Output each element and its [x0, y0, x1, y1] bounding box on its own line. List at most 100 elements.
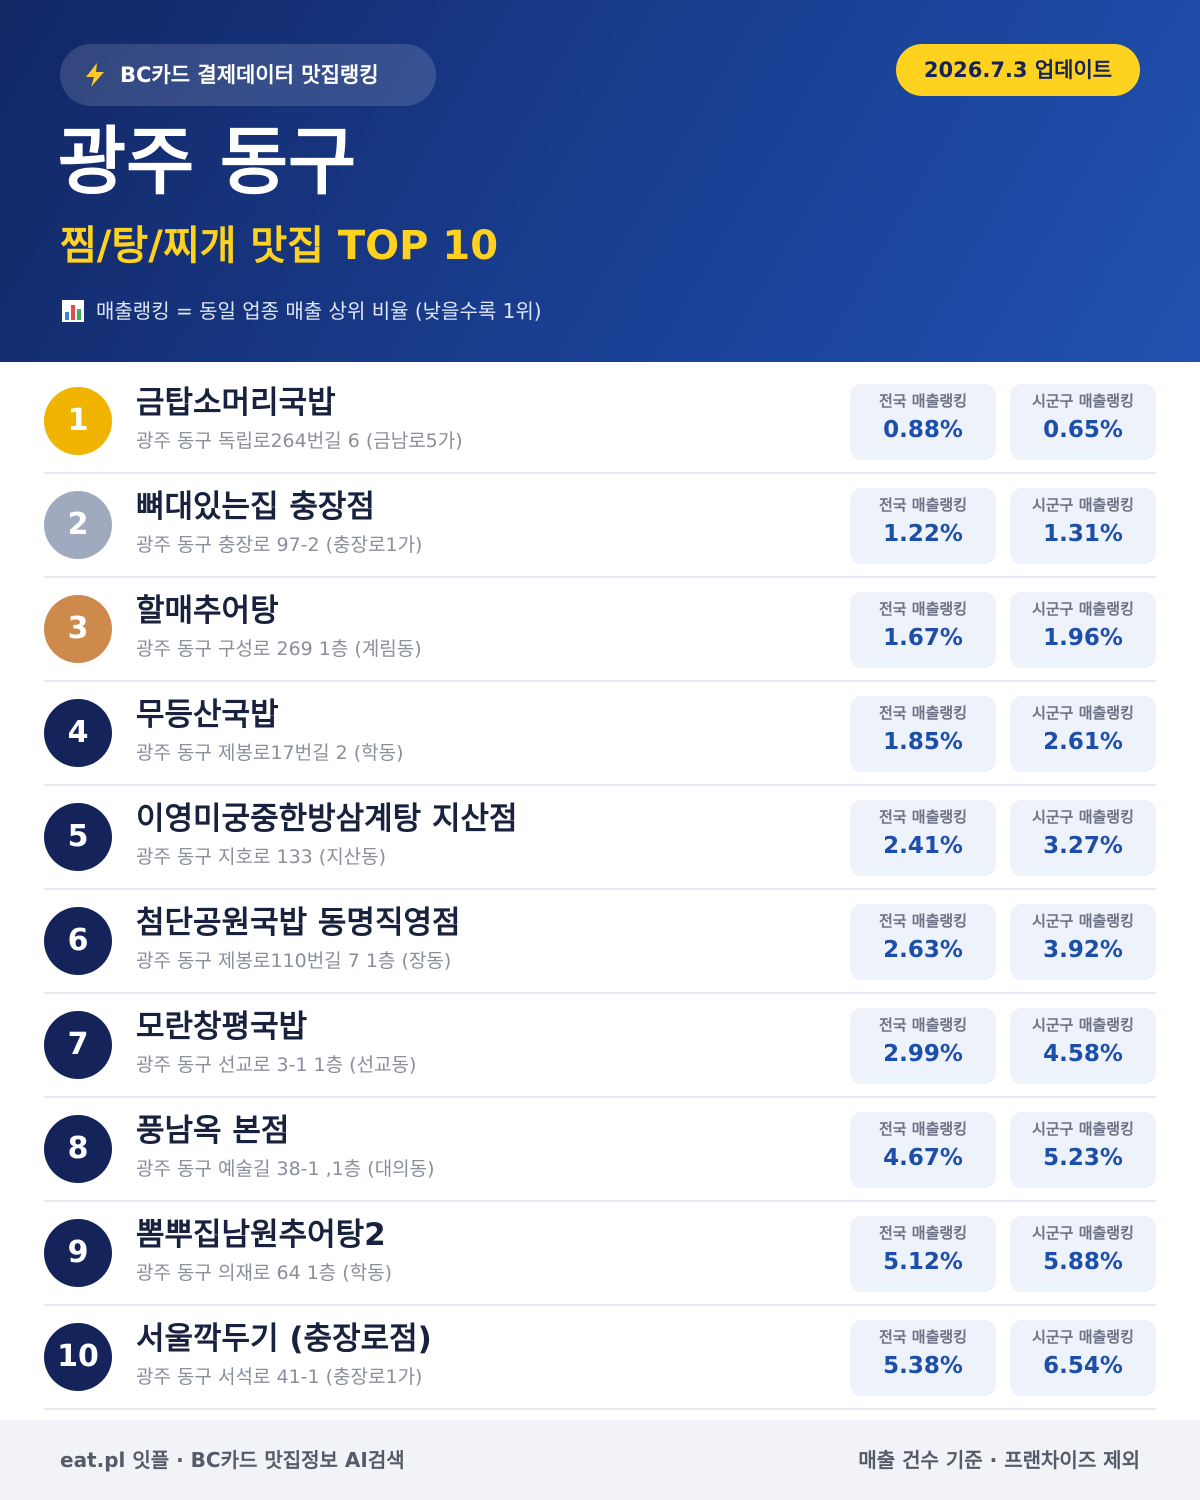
restaurant-address: 광주 동구 독립로264번길 6 (금남로5가)	[136, 430, 463, 452]
local-rank-box: 시군구 매출랭킹 2.61%	[1010, 696, 1156, 772]
rank-badge: 3	[44, 595, 112, 663]
rank-badge: 10	[44, 1323, 112, 1391]
national-rank-value: 1.22%	[883, 521, 963, 547]
local-rank-box: 시군구 매출랭킹 4.58%	[1010, 1008, 1156, 1084]
subtitle: 찜/탕/찌개 맛집 TOP 10	[60, 223, 499, 269]
restaurant-name: 무등산국밥	[136, 697, 279, 733]
national-rank-value: 4.67%	[883, 1145, 963, 1171]
national-rank-value: 5.12%	[883, 1249, 963, 1275]
local-rank-box: 시군구 매출랭킹 1.31%	[1010, 488, 1156, 564]
local-rank-label: 시군구 매출랭킹	[1032, 392, 1134, 410]
national-rank-label: 전국 매출랭킹	[878, 392, 968, 410]
source-badge: BC카드 결제데이터 맛집랭킹	[60, 44, 436, 106]
update-badge: 2026.7.3 업데이트	[896, 44, 1140, 96]
local-rank-box: 시군구 매출랭킹 6.54%	[1010, 1320, 1156, 1396]
restaurant-address: 광주 동구 제봉로110번길 7 1층 (장동)	[136, 950, 452, 972]
local-rank-label: 시군구 매출랭킹	[1032, 1224, 1134, 1242]
restaurant-name: 첨단공원국밥 동명직영점	[136, 905, 461, 941]
local-rank-label: 시군구 매출랭킹	[1032, 1016, 1134, 1034]
restaurant-name: 뼈대있는집 충장점	[136, 489, 375, 525]
note: 매출랭킹 = 동일 업종 매출 상위 비율 (낮을수록 1위)	[96, 299, 542, 323]
restaurant-name: 뽐뿌집남원추어탕2	[136, 1217, 386, 1253]
local-rank-box: 시군구 매출랭킹 0.65%	[1010, 384, 1156, 460]
restaurant-address: 광주 동구 의재로 64 1층 (학동)	[136, 1262, 393, 1284]
ranking-row: 9 뽐뿌집남원추어탕2 광주 동구 의재로 64 1층 (학동) 전국 매출랭킹 5.1…	[44, 1202, 1156, 1306]
restaurant-address: 광주 동구 예술길 38-1 ,1층 (대의동)	[136, 1158, 435, 1180]
national-rank-label: 전국 매출랭킹	[878, 1224, 968, 1242]
restaurant-name: 풍남옥 본점	[136, 1113, 290, 1149]
rank-badge: 5	[44, 803, 112, 871]
national-rank-box: 전국 매출랭킹 5.38%	[850, 1320, 996, 1396]
national-rank-box: 전국 매출랭킹 0.88%	[850, 384, 996, 460]
national-rank-value: 1.85%	[883, 729, 963, 755]
national-rank-label: 전국 매출랭킹	[878, 1328, 968, 1346]
national-rank-box: 전국 매출랭킹 1.22%	[850, 488, 996, 564]
rank-badge: 8	[44, 1115, 112, 1183]
restaurant-address: 광주 동구 구성로 269 1층 (계림동)	[136, 638, 422, 660]
national-rank-value: 2.99%	[883, 1041, 963, 1067]
ranking-row: 1 금탑소머리국밥 광주 동구 독립로264번길 6 (금남로5가) 전국 매출랭킹 0…	[44, 370, 1156, 474]
local-rank-value: 0.65%	[1043, 417, 1123, 443]
national-rank-label: 전국 매출랭킹	[878, 704, 968, 722]
local-rank-box: 시군구 매출랭킹 3.92%	[1010, 904, 1156, 980]
rank-badge: 6	[44, 907, 112, 975]
local-rank-value: 6.54%	[1043, 1353, 1123, 1379]
title: 광주 동구	[58, 119, 357, 205]
restaurant-address: 광주 동구 지호로 133 (지산동)	[136, 846, 387, 868]
local-rank-box: 시군구 매출랭킹 5.23%	[1010, 1112, 1156, 1188]
rank-badge: 2	[44, 491, 112, 559]
local-rank-box: 시군구 매출랭킹 5.88%	[1010, 1216, 1156, 1292]
restaurant-address: 광주 동구 충장로 97-2 (충장로1가)	[136, 534, 423, 556]
local-rank-label: 시군구 매출랭킹	[1032, 704, 1134, 722]
national-rank-value: 2.63%	[883, 937, 963, 963]
local-rank-value: 5.23%	[1043, 1145, 1123, 1171]
rank-badge: 4	[44, 699, 112, 767]
restaurant-address: 광주 동구 서석로 41-1 (충장로1가)	[136, 1366, 423, 1388]
restaurant-address: 광주 동구 선교로 3-1 1층 (선교동)	[136, 1054, 417, 1076]
footer-left: eat.pl 잇플 · BC카드 맛집정보 AI검색	[60, 1448, 405, 1472]
local-rank-value: 1.96%	[1043, 625, 1123, 651]
rank-badge: 1	[44, 387, 112, 455]
restaurant-name: 할매추어탕	[136, 593, 279, 629]
national-rank-box: 전국 매출랭킹 2.99%	[850, 1008, 996, 1084]
footer-right: 매출 건수 기준 · 프랜차이즈 제외	[858, 1448, 1140, 1472]
local-rank-value: 4.58%	[1043, 1041, 1123, 1067]
national-rank-value: 2.41%	[883, 833, 963, 859]
national-rank-label: 전국 매출랭킹	[878, 496, 968, 514]
bolt-icon	[86, 63, 104, 87]
local-rank-value: 2.61%	[1043, 729, 1123, 755]
restaurant-name: 모란창평국밥	[136, 1009, 308, 1045]
national-rank-value: 5.38%	[883, 1353, 963, 1379]
national-rank-box: 전국 매출랭킹 2.63%	[850, 904, 996, 980]
local-rank-value: 3.92%	[1043, 937, 1123, 963]
restaurant-name: 이영미궁중한방삼계탕 지산점	[136, 801, 518, 837]
national-rank-value: 0.88%	[883, 417, 963, 443]
national-rank-box: 전국 매출랭킹 2.41%	[850, 800, 996, 876]
national-rank-box: 전국 매출랭킹 1.85%	[850, 696, 996, 772]
national-rank-value: 1.67%	[883, 625, 963, 651]
local-rank-label: 시군구 매출랭킹	[1032, 1328, 1134, 1346]
national-rank-label: 전국 매출랭킹	[878, 912, 968, 930]
header: BC카드 결제데이터 맛집랭킹 2026.7.3 업데이트 광주 동구 찜/탕/…	[0, 0, 1200, 362]
local-rank-box: 시군구 매출랭킹 1.96%	[1010, 592, 1156, 668]
national-rank-box: 전국 매출랭킹 4.67%	[850, 1112, 996, 1188]
restaurant-address: 광주 동구 제봉로17번길 2 (학동)	[136, 742, 404, 764]
local-rank-value: 5.88%	[1043, 1249, 1123, 1275]
chart-icon	[62, 300, 84, 322]
local-rank-label: 시군구 매출랭킹	[1032, 496, 1134, 514]
national-rank-label: 전국 매출랭킹	[878, 600, 968, 618]
ranking-row: 10 서울깍두기 (충장로점) 광주 동구 서석로 41-1 (충장로1가) 전국 매…	[44, 1306, 1156, 1410]
ranking-row: 7 모란창평국밥 광주 동구 선교로 3-1 1층 (선교동) 전국 매출랭킹 2.99…	[44, 994, 1156, 1098]
local-rank-box: 시군구 매출랭킹 3.27%	[1010, 800, 1156, 876]
national-rank-box: 전국 매출랭킹 1.67%	[850, 592, 996, 668]
national-rank-label: 전국 매출랭킹	[878, 1120, 968, 1138]
local-rank-value: 3.27%	[1043, 833, 1123, 859]
national-rank-label: 전국 매출랭킹	[878, 1016, 968, 1034]
national-rank-label: 전국 매출랭킹	[878, 808, 968, 826]
